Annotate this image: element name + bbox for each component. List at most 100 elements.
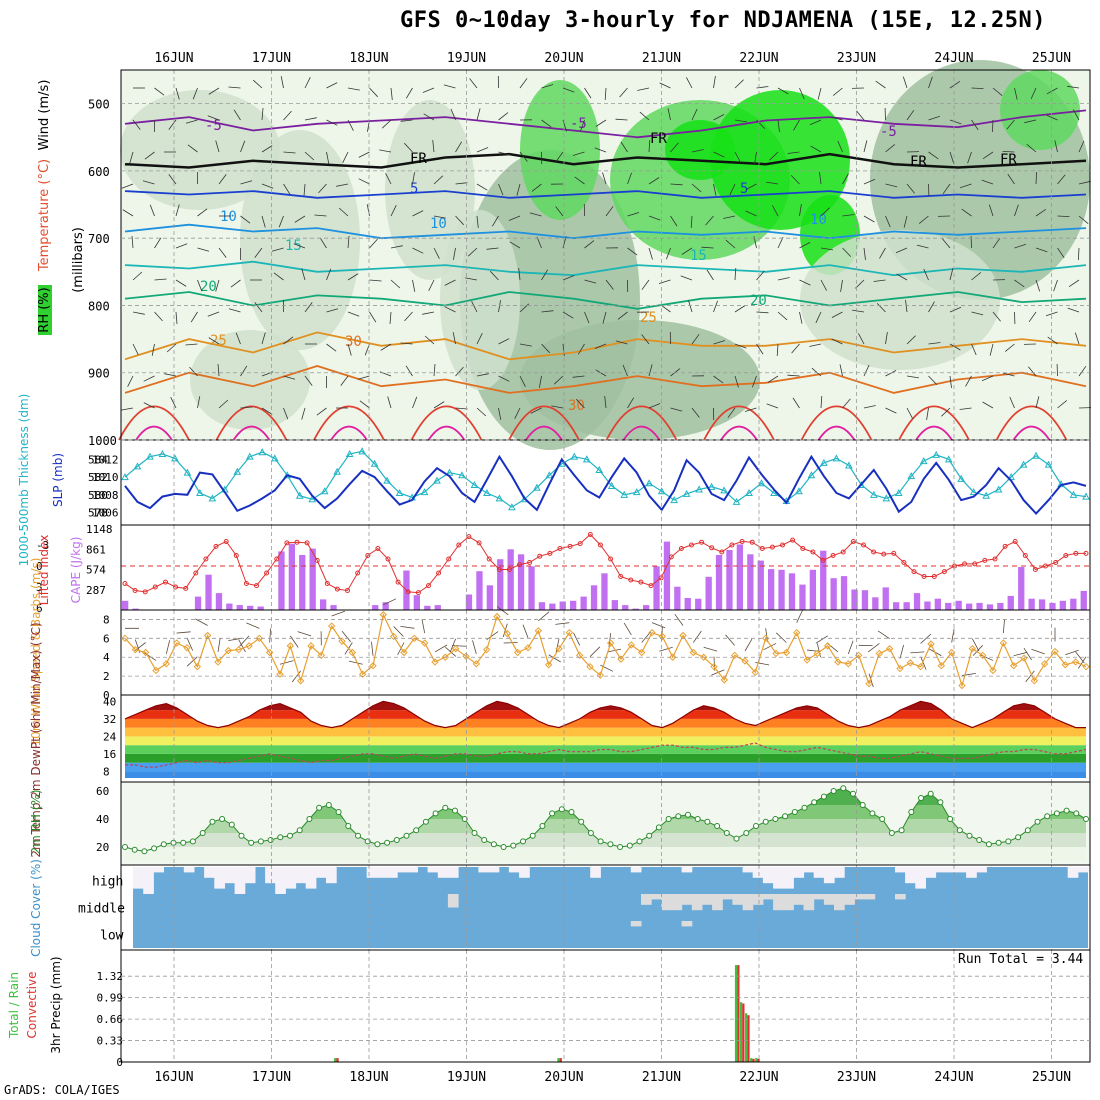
- cape-bar: [924, 601, 931, 610]
- cape-bar: [715, 555, 723, 610]
- cape-bar: [288, 543, 295, 610]
- rh-point: [840, 785, 847, 792]
- rh-point: [753, 823, 759, 829]
- precip-axis-label: 3hr Precip (mm): [49, 956, 63, 1053]
- wind-barb: [304, 302, 313, 313]
- surface-wind-barb: [290, 635, 299, 648]
- wind-barb: [713, 375, 724, 384]
- wind-barb: [132, 119, 141, 130]
- rh-axis-label-bg: [38, 285, 52, 335]
- wind-barb: [837, 140, 843, 153]
- wind-barb: [261, 183, 274, 189]
- wind-barb: [793, 119, 800, 131]
- wind-barb: [175, 204, 180, 217]
- surface-wind-barb: [920, 656, 927, 670]
- contour-label: 20: [750, 293, 767, 309]
- rh-point: [1024, 827, 1031, 834]
- precip-convective-bar: [737, 965, 740, 1062]
- wind-speed-point: [937, 662, 946, 670]
- surface-wind-barb: [693, 630, 702, 643]
- wind-speed-point: [296, 677, 305, 685]
- pressure-tick-label: 700: [88, 232, 110, 246]
- rh-point: [267, 837, 274, 843]
- wind-barb: [660, 304, 671, 313]
- wind-barb: [555, 206, 564, 217]
- wind-barb: [776, 343, 779, 357]
- surface-wind-barb: [522, 624, 529, 638]
- temperature-contour-40: [622, 425, 661, 441]
- thickness-point: [657, 487, 666, 495]
- cloud-cover-cell: [387, 867, 398, 878]
- cloud-cover-cell: [651, 894, 662, 900]
- wind-barb: [218, 247, 227, 258]
- wind-barb: [876, 303, 886, 313]
- wind-speed-point: [193, 662, 202, 671]
- wind-barb: [756, 86, 769, 89]
- surface-wind-barb: [703, 646, 718, 652]
- temperature-band: [125, 701, 1086, 711]
- surface-wind-barb: [397, 642, 405, 656]
- wind-barb: [149, 204, 155, 217]
- cloud-cover-cell: [397, 867, 408, 873]
- wind-barb: [207, 115, 220, 121]
- lifted-index-point: [537, 553, 543, 559]
- wind-barb: [831, 338, 843, 345]
- wind-barb: [691, 334, 700, 345]
- cloud-cover-cell: [925, 867, 937, 878]
- precip-tick-label: 0.33: [97, 1035, 124, 1048]
- lifted-index-point: [284, 540, 290, 546]
- wind-barb: [390, 87, 393, 100]
- wind-barb: [670, 142, 679, 153]
- thickness-point: [770, 488, 778, 497]
- lifted-index-point: [1073, 550, 1079, 556]
- wind-barb: [584, 311, 590, 324]
- wind-barb: [326, 308, 339, 313]
- wind-barb: [207, 311, 220, 317]
- surface-wind-barb: [674, 613, 684, 626]
- lifted-index-point: [962, 561, 968, 567]
- cloud-cover-cell: [224, 867, 236, 884]
- wind-barb: [1054, 140, 1058, 153]
- wind-barb: [1028, 366, 1037, 377]
- wind-barb: [734, 375, 739, 388]
- lifted-index-point: [152, 584, 158, 590]
- wind-barb: [261, 215, 266, 228]
- rh-point: [1015, 834, 1022, 841]
- wind-barb: [197, 396, 201, 409]
- wind-barb: [342, 151, 349, 163]
- contour-label: -5: [570, 116, 587, 132]
- cape-bar: [882, 587, 889, 610]
- cloud-cover-cell: [732, 894, 744, 905]
- surface-wind-barb: [341, 630, 352, 643]
- wind-barb: [648, 215, 661, 221]
- x-tick-label-top: 16JUN: [154, 51, 193, 66]
- wind-barb: [536, 236, 542, 249]
- wind-barb: [620, 141, 628, 153]
- cloud-cover-cell: [905, 867, 916, 884]
- wind-barb: [476, 108, 481, 121]
- wind-barb: [756, 119, 766, 129]
- wind-barb: [799, 279, 811, 286]
- wind-barb: [982, 401, 994, 409]
- cape-bar: [695, 598, 702, 610]
- wind-barb: [142, 180, 155, 185]
- lifted-index-point: [709, 545, 715, 551]
- cape-tick-label: 287: [86, 584, 106, 597]
- surface-wind-barb: [877, 630, 890, 640]
- lifted-index-point: [345, 588, 350, 593]
- surface-wind-barb: [195, 618, 208, 626]
- wind-barb: [648, 247, 653, 260]
- wind-barb: [369, 87, 378, 98]
- cape-bar: [538, 602, 546, 610]
- rh-point: [636, 838, 643, 845]
- precip-total-bar: [745, 1013, 748, 1063]
- cape-bar: [247, 605, 254, 610]
- surface-wind-barb: [816, 643, 821, 658]
- rh-point: [122, 844, 128, 850]
- thickness-point: [483, 488, 491, 497]
- wind-barb: [959, 183, 972, 189]
- wind-barb: [254, 302, 263, 313]
- rh-point: [918, 795, 924, 801]
- rh-point: [1063, 807, 1070, 814]
- lifted-index-point: [911, 569, 917, 575]
